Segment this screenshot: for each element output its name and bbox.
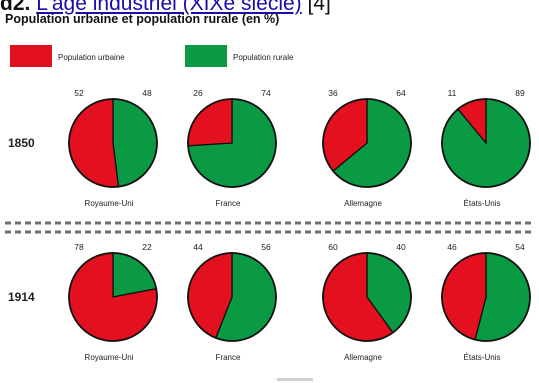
pie-outline <box>322 252 412 342</box>
pie-outline <box>68 252 158 342</box>
pie-outline <box>322 98 412 188</box>
value-label-rurale: 89 <box>515 88 525 98</box>
pie-slice-rurale <box>112 98 158 188</box>
value-label-urbaine: 11 <box>448 88 457 98</box>
country-label: États-Unis <box>464 199 501 208</box>
country-label: France <box>216 353 241 362</box>
pie-outline <box>441 98 531 188</box>
value-label-urbaine: 60 <box>328 242 338 252</box>
header-suffix: [4] <box>307 0 331 15</box>
pie-outline <box>441 252 531 342</box>
value-label-urbaine: 78 <box>74 242 84 252</box>
country-label: Allemagne <box>344 353 382 362</box>
value-label-urbaine: 26 <box>193 88 203 98</box>
value-label-rurale: 56 <box>261 242 271 252</box>
pie-outline <box>68 98 158 188</box>
header-link[interactable]: L'âge industriel (XIXe siècle) <box>36 0 302 15</box>
pie-outline <box>187 252 277 342</box>
value-label-rurale: 54 <box>515 242 525 252</box>
legend-label: Population urbaine <box>58 53 125 62</box>
legend-swatch-urbaine <box>10 45 52 67</box>
legend-swatch-rurale <box>185 45 227 67</box>
value-label-urbaine: 36 <box>328 88 338 98</box>
country-label: Royaume-Uni <box>85 353 134 362</box>
country-label: Royaume-Uni <box>85 199 134 208</box>
row-year-label: 1914 <box>8 290 35 304</box>
value-label-rurale: 64 <box>396 88 406 98</box>
page-header: d2. L'âge industriel (XIXe siècle) [4] <box>0 0 539 15</box>
country-label: France <box>216 199 241 208</box>
value-label-rurale: 40 <box>396 242 406 252</box>
pie-slice-urbaine <box>68 98 120 188</box>
value-label-urbaine: 44 <box>193 242 203 252</box>
pie-slice-urbaine <box>187 98 233 147</box>
header-prefix: d2. <box>0 0 31 15</box>
value-label-rurale: 48 <box>142 88 152 98</box>
pie-outline <box>187 98 277 188</box>
value-label-rurale: 22 <box>142 242 152 252</box>
value-label-rurale: 74 <box>261 88 271 98</box>
legend-label: Population rurale <box>233 53 294 62</box>
country-label: Allemagne <box>344 199 382 208</box>
value-label-urbaine: 52 <box>74 88 84 98</box>
value-label-urbaine: 46 <box>447 242 457 252</box>
chart-title: Population urbaine et population rurale … <box>5 12 280 26</box>
country-label: États-Unis <box>464 353 501 362</box>
row-year-label: 1850 <box>8 136 35 150</box>
source-mark <box>277 378 313 381</box>
